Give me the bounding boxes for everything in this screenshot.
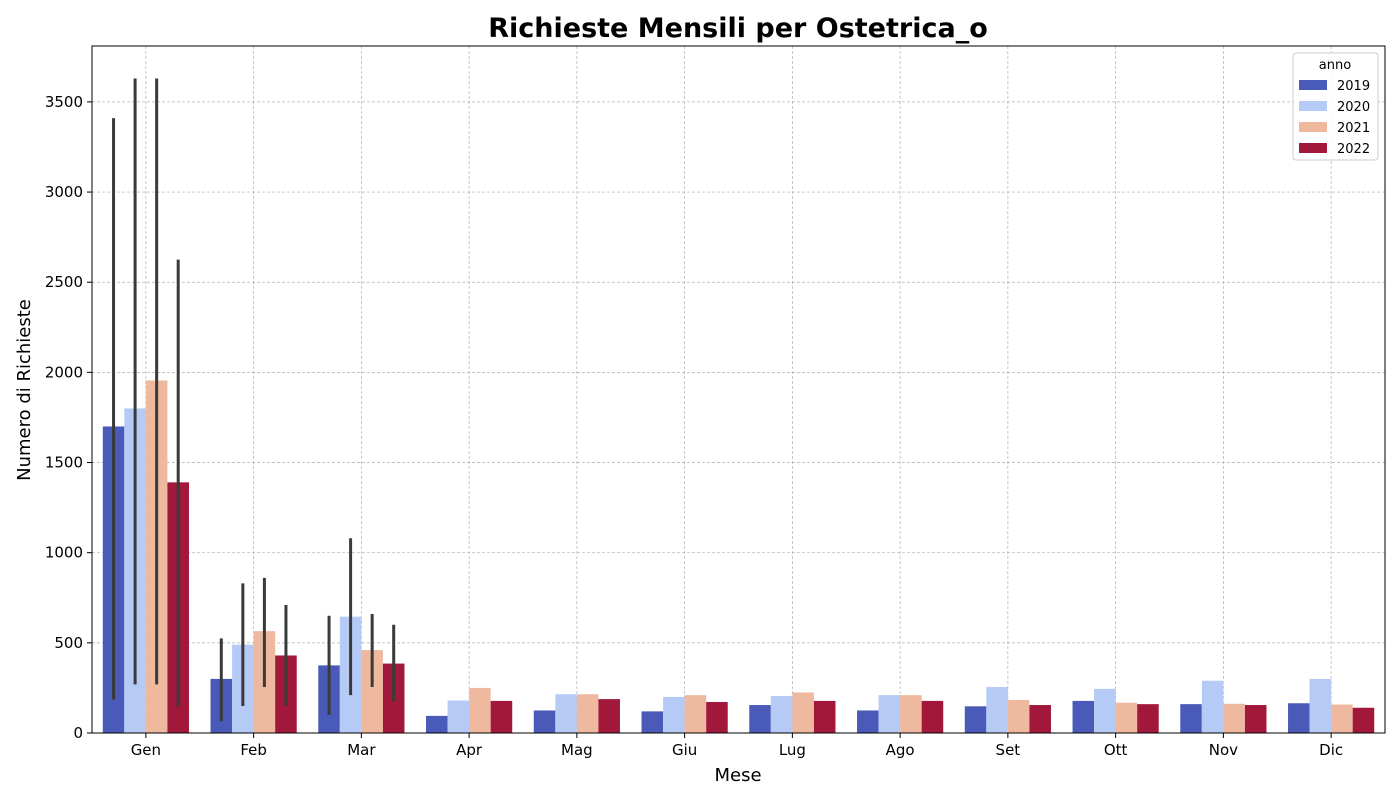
bar-2021-Ago bbox=[900, 695, 922, 733]
x-tick-label: Apr bbox=[456, 741, 483, 759]
bar-2020-Lug bbox=[770, 696, 793, 733]
bar-2019-Dic bbox=[1288, 703, 1310, 733]
legend-label-2020: 2020 bbox=[1337, 100, 1370, 115]
bar-2022-Dic bbox=[1352, 707, 1375, 733]
y-tick-label: 3500 bbox=[45, 93, 83, 111]
bar-2019-Set bbox=[964, 706, 987, 733]
y-tick-label: 2000 bbox=[45, 363, 83, 381]
y-tick-label: 3000 bbox=[45, 183, 83, 201]
x-axis-label: Mese bbox=[714, 765, 761, 786]
bar-2020-Mag bbox=[555, 694, 577, 733]
x-tick-label: Ago bbox=[886, 741, 915, 759]
bars bbox=[102, 380, 1375, 733]
bar-2021-Nov bbox=[1223, 703, 1245, 733]
legend: anno 2019 2020 2021 2022 bbox=[1292, 52, 1379, 161]
bar-2019-Ott bbox=[1072, 700, 1095, 733]
bar-2021-Ott bbox=[1115, 702, 1138, 733]
x-tick-label: Gen bbox=[131, 741, 161, 759]
bar-2021-Mar bbox=[361, 650, 383, 733]
legend-swatch-2019 bbox=[1299, 80, 1327, 90]
x-tick-label: Lug bbox=[779, 741, 806, 759]
bar-2021-Apr bbox=[469, 687, 491, 733]
legend-label-2021: 2021 bbox=[1337, 121, 1370, 136]
bar-2020-Ott bbox=[1094, 688, 1116, 733]
x-tick-label: Mag bbox=[561, 741, 593, 759]
y-tick-label: 1500 bbox=[45, 454, 83, 472]
bar-2022-Lug bbox=[813, 700, 836, 733]
legend-swatch-2020 bbox=[1299, 101, 1327, 111]
x-tick-label: Ott bbox=[1104, 741, 1128, 759]
chart-title: Richieste Mensili per Ostetrica_o bbox=[488, 13, 988, 44]
x-tick-label: Feb bbox=[240, 741, 267, 759]
bar-2021-Set bbox=[1007, 700, 1030, 733]
x-tick-label: Set bbox=[996, 741, 1021, 759]
legend-label-2019: 2019 bbox=[1337, 79, 1370, 94]
bar-2019-Giu bbox=[641, 711, 664, 733]
axis-ticks: 0 500 1000 1500 2000 2500 3000 3500 Gen Feb Mar Apr… bbox=[45, 93, 1343, 759]
legend-swatch-2022 bbox=[1299, 143, 1327, 153]
bar-2021-Lug bbox=[792, 692, 814, 733]
y-tick-label: 1000 bbox=[45, 544, 83, 562]
legend-frame bbox=[1292, 52, 1379, 161]
bar-2020-Ago bbox=[878, 695, 901, 733]
x-tick-label: Giu bbox=[672, 741, 697, 759]
x-tick-label: Dic bbox=[1319, 741, 1343, 759]
y-tick-label: 0 bbox=[73, 724, 83, 742]
bar-2022-Giu bbox=[706, 701, 728, 733]
plot-frame bbox=[91, 45, 1386, 734]
bar-2021-Mag bbox=[576, 694, 599, 733]
bar-2021-Giu bbox=[684, 695, 707, 733]
bar-2022-Set bbox=[1029, 705, 1051, 733]
bar-2019-Apr bbox=[426, 715, 448, 733]
bar-2019-Mag bbox=[533, 710, 556, 733]
bar-2019-Nov bbox=[1180, 704, 1202, 733]
bar-2021-Dic bbox=[1331, 704, 1353, 733]
error-bars bbox=[112, 78, 396, 722]
legend-title: anno bbox=[1319, 58, 1351, 73]
bar-2020-Dic bbox=[1309, 678, 1332, 733]
bar-2022-Mag bbox=[598, 699, 620, 733]
bar-2020-Apr bbox=[447, 700, 470, 733]
bar-2022-Apr bbox=[490, 700, 513, 733]
legend-swatch-2021 bbox=[1299, 122, 1327, 132]
bar-2020-Nov bbox=[1201, 680, 1224, 733]
bar-2019-Ago bbox=[857, 710, 879, 733]
bar-2022-Nov bbox=[1244, 705, 1267, 733]
x-tick-label: Nov bbox=[1209, 741, 1238, 759]
legend-items: 2019 2020 2021 2022 bbox=[1299, 79, 1370, 157]
x-tick-label: Mar bbox=[347, 741, 376, 759]
y-axis-label: Numero di Richieste bbox=[14, 299, 35, 481]
bar-2022-Ago bbox=[921, 700, 944, 733]
bar-2019-Lug bbox=[749, 705, 771, 733]
y-tick-label: 500 bbox=[54, 634, 83, 652]
bar-2022-Ott bbox=[1137, 704, 1159, 733]
bar-2020-Set bbox=[986, 687, 1008, 733]
bar-2020-Giu bbox=[663, 696, 685, 733]
legend-label-2022: 2022 bbox=[1337, 142, 1370, 157]
y-tick-label: 2500 bbox=[45, 273, 83, 291]
